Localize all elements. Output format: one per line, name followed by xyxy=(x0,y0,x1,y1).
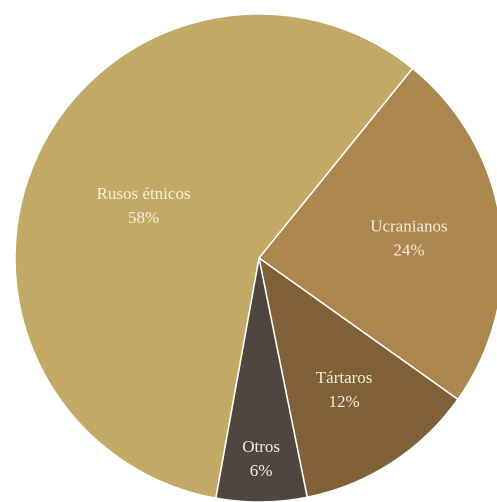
slice-value-label: 6% xyxy=(250,461,273,480)
pie-slice-tártaros xyxy=(258,257,459,498)
pie-slice-rusos-étnicos xyxy=(14,13,414,499)
slice-label: Otros xyxy=(242,437,280,456)
slice-label: Rusos étnicos xyxy=(97,184,191,203)
slice-value-label: 12% xyxy=(329,392,360,411)
slice-value-label: 24% xyxy=(393,241,424,260)
pie-slices xyxy=(14,13,497,502)
slice-label: Ucranianos xyxy=(370,217,447,236)
pie-labels: Ucranianos 24% Tártaros 12% Otros 6% Rusos étn… xyxy=(97,184,448,480)
slice-label: Tártaros xyxy=(316,368,373,387)
pie-slice-ucranianos xyxy=(258,67,497,401)
slice-value-label: 58% xyxy=(128,208,159,227)
